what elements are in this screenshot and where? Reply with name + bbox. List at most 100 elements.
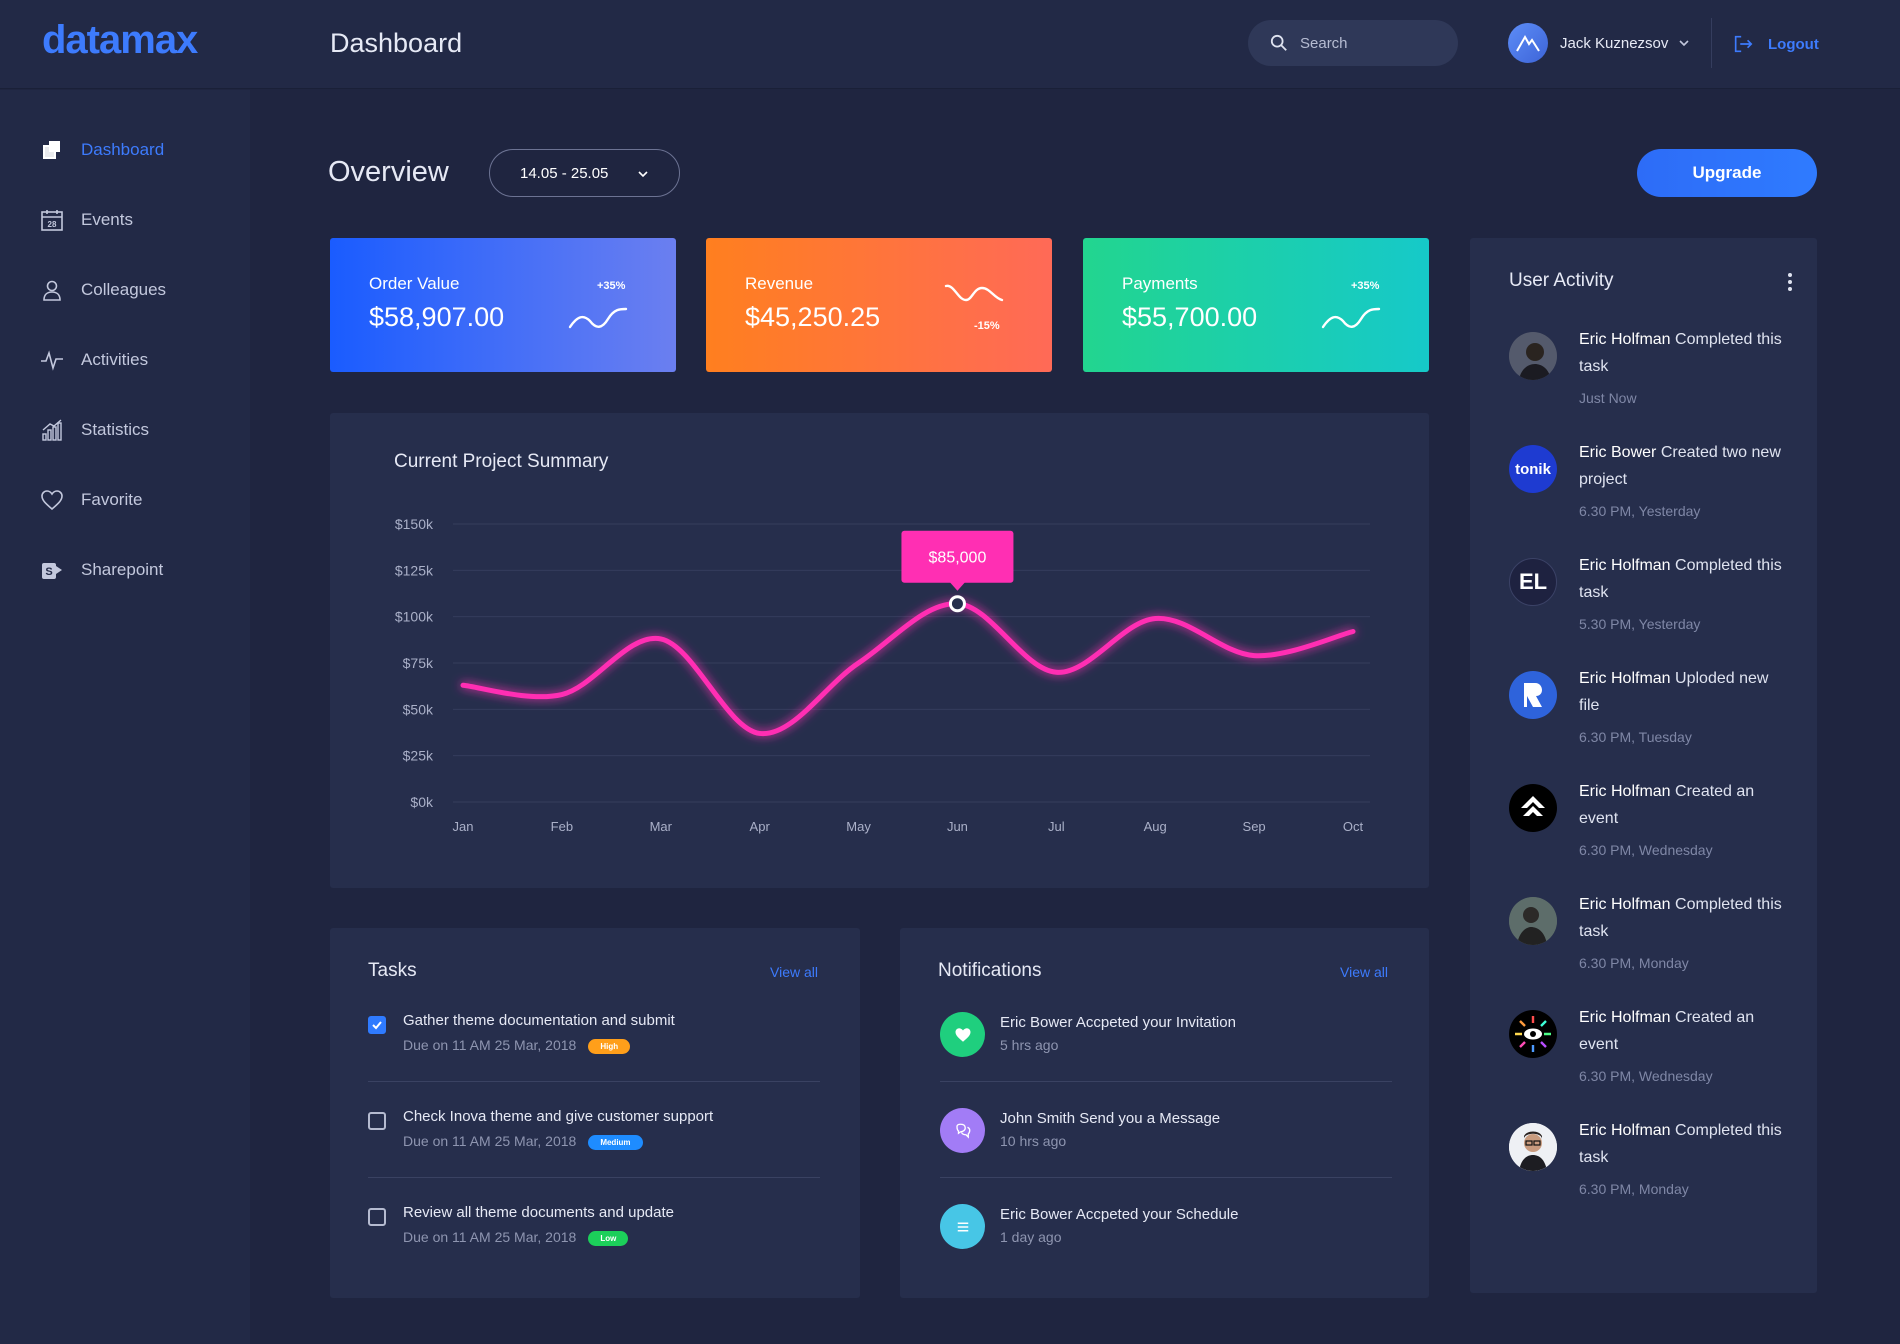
stat-label: Order Value	[369, 274, 460, 293]
upgrade-button[interactable]: Upgrade	[1637, 149, 1817, 197]
y-tick-label: $75k	[403, 655, 434, 671]
sidebar-item-activities[interactable]: Activities	[40, 348, 148, 372]
sidebar-item-label: Favorite	[81, 490, 143, 509]
sidebar-item-label: Activities	[81, 350, 149, 369]
search-box[interactable]: Search	[1248, 20, 1458, 66]
activity-time: 6.30 PM, Tuesday	[1579, 729, 1692, 745]
sidebar-item-sharepoint[interactable]: S Sharepoint	[40, 558, 163, 582]
x-tick-label: May	[846, 819, 871, 834]
y-tick-label: $50k	[403, 701, 434, 717]
overview-title: Overview	[328, 156, 449, 188]
notification-text: Eric Bower Accpeted your Invitation	[1000, 1014, 1236, 1031]
stat-card-revenue[interactable]: Revenue $45,250.25 -15%	[706, 238, 1052, 372]
x-tick-label: Apr	[750, 819, 771, 834]
sidebar-item-dashboard[interactable]: Dashboard	[40, 138, 164, 162]
y-tick-label: $25k	[403, 748, 434, 764]
page-title: Dashboard	[330, 28, 463, 58]
sidebar-item-label: Colleagues	[81, 280, 167, 299]
tasks-view-all-link[interactable]: View all	[770, 964, 818, 980]
task-title: Review all theme documents and update	[403, 1204, 674, 1221]
sidebar-item-label: Statistics	[81, 420, 150, 439]
user-icon	[43, 280, 61, 301]
project-summary-chart: Current Project Summary $0k $25k $50k $75k $…	[330, 413, 1429, 888]
avatar	[1509, 1010, 1557, 1058]
notification-time: 1 day ago	[1000, 1229, 1062, 1245]
r-logo-icon	[1524, 683, 1542, 707]
task-due: Due on 11 AM 25 Mar, 2018	[403, 1037, 577, 1053]
task-checkbox[interactable]	[368, 1016, 386, 1034]
chevron-down-icon	[638, 171, 648, 178]
avatar[interactable]	[1508, 23, 1548, 63]
calendar-icon: 28	[41, 210, 63, 231]
heart-icon	[955, 1027, 970, 1042]
y-tick-label: $0k	[410, 794, 434, 810]
activity-time: 6.30 PM, Wednesday	[1579, 1068, 1713, 1084]
user-menu[interactable]: Jack Kuznezsov	[1508, 23, 1690, 63]
sidebar-item-label: Events	[81, 210, 133, 229]
logo[interactable]: datamax	[42, 18, 198, 63]
x-tick-label: Jul	[1048, 819, 1065, 834]
person-photo-icon	[1509, 1123, 1557, 1171]
more-options-icon[interactable]	[1787, 272, 1793, 292]
notifications-view-all-link[interactable]: View all	[1340, 964, 1388, 980]
stat-label: Revenue	[745, 274, 814, 293]
tasks-panel: Tasks View all Gather theme documentatio…	[330, 928, 860, 1298]
trend-down-icon	[944, 284, 1004, 302]
x-tick-label: Jun	[947, 819, 968, 834]
divider	[940, 1081, 1392, 1082]
sidebar-item-label: Dashboard	[81, 140, 165, 159]
activity-action: Completed this task	[1579, 331, 1782, 375]
notification-text: Eric Bower Accpeted your Schedule	[1000, 1206, 1239, 1223]
arrow-logo-icon	[1521, 796, 1545, 816]
top-bar: datamax Dashboard Search Jack Kuznezsov …	[0, 0, 1900, 89]
activity-time: 5.30 PM, Yesterday	[1579, 616, 1701, 632]
divider	[368, 1081, 820, 1082]
check-icon	[372, 1021, 382, 1030]
stat-card-payments[interactable]: Payments $55,700.00 +35%	[1083, 238, 1429, 372]
activity-time: 6.30 PM, Wednesday	[1579, 842, 1713, 858]
tonik-logo-icon: tonik	[1509, 445, 1557, 493]
x-tick-label: Mar	[650, 819, 673, 834]
activity-action: Completed this task	[1579, 1122, 1782, 1166]
avatar	[1509, 784, 1557, 832]
stat-card-order-value[interactable]: Order Value $58,907.00 +35%	[330, 238, 676, 372]
date-range-select[interactable]: 14.05 - 25.05	[489, 149, 680, 197]
activity-action: Uploded new file	[1579, 670, 1769, 714]
activity-time: Just Now	[1579, 390, 1637, 406]
chevron-down-icon[interactable]	[1678, 37, 1690, 49]
activity-user: Eric Holfman	[1579, 331, 1671, 348]
person-photo-icon	[1509, 332, 1557, 380]
avatar	[1509, 671, 1557, 719]
notification-icon	[940, 1108, 985, 1153]
task-due: Due on 11 AM 25 Mar, 2018	[403, 1229, 577, 1245]
date-range-value: 14.05 - 25.05	[520, 164, 609, 182]
task-due: Due on 11 AM 25 Mar, 2018	[403, 1133, 577, 1149]
activity-user: Eric Bower	[1579, 444, 1657, 461]
task-title: Gather theme documentation and submit	[403, 1012, 675, 1029]
stat-value: $55,700.00	[1122, 302, 1258, 332]
notification-icon	[940, 1204, 985, 1249]
mountain-icon	[1516, 34, 1540, 52]
stat-change: +35%	[597, 280, 626, 292]
sidebar-item-favorite[interactable]: Favorite	[40, 488, 142, 512]
logout-button[interactable]: Logout	[1732, 33, 1819, 55]
x-tick-label: Jan	[453, 819, 474, 834]
divider	[368, 1177, 820, 1178]
activity-user: Eric Holfman	[1579, 670, 1671, 687]
stat-label: Payments	[1122, 274, 1198, 293]
notifications-title: Notifications	[938, 960, 1042, 981]
task-checkbox[interactable]	[368, 1112, 386, 1130]
task-checkbox[interactable]	[368, 1208, 386, 1226]
sidebar-item-colleagues[interactable]: Colleagues	[40, 278, 166, 302]
stat-change: +35%	[1351, 280, 1380, 292]
search-icon	[1270, 34, 1287, 51]
avatar	[1509, 897, 1557, 945]
search-input[interactable]: Search	[1300, 34, 1348, 52]
notification-time: 5 hrs ago	[1000, 1037, 1059, 1053]
activity-user: Eric Holfman	[1579, 1122, 1671, 1139]
pulse-icon	[41, 350, 63, 371]
sidebar-item-statistics[interactable]: Statistics	[40, 418, 149, 442]
sidebar-item-events[interactable]: 28 Events	[40, 208, 133, 232]
trend-up-icon	[568, 307, 628, 329]
user-name: Jack Kuznezsov	[1560, 34, 1669, 52]
